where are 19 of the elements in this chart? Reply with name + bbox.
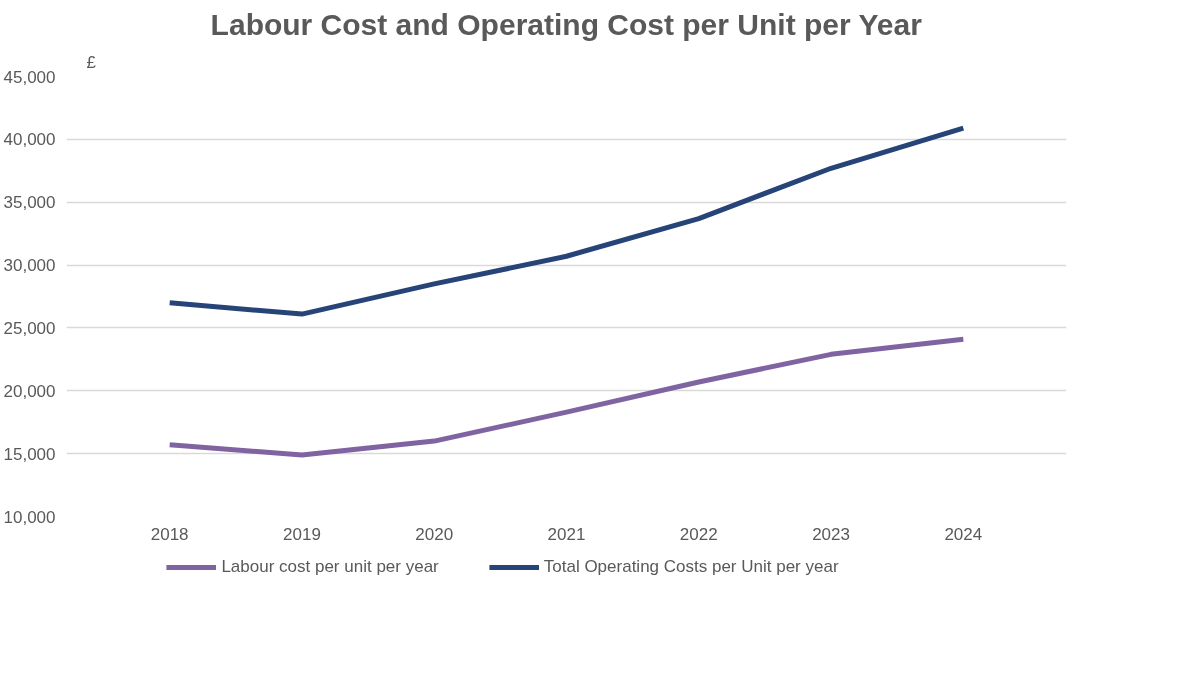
y-tick-label: 30,000 [3,256,56,276]
y-tick-label: 25,000 [3,318,56,338]
x-tick-label: 2020 [415,524,454,544]
y-tick-label: 20,000 [3,381,56,401]
x-tick-label: 2018 [150,524,189,544]
x-tick-label: 2024 [944,524,983,544]
y-tick-label: 40,000 [3,130,56,150]
x-tick-label: 2021 [547,524,586,544]
legend-label: Labour cost per unit per year [221,557,439,577]
x-tick-label: 2019 [283,524,321,544]
legend-label: Total Operating Costs per Unit per year [543,557,839,577]
y-tick-label: 35,000 [3,193,56,213]
y-tick-label: 15,000 [3,444,56,464]
x-tick-label: 2022 [679,524,718,544]
y-axis-title: £ [86,52,97,72]
chart-title: Labour Cost and Operating Cost per Unit per Year [210,7,923,41]
y-tick-label: 10,000 [3,507,56,527]
x-tick-label: 2023 [812,524,850,544]
y-tick-label: 45,000 [3,67,56,87]
